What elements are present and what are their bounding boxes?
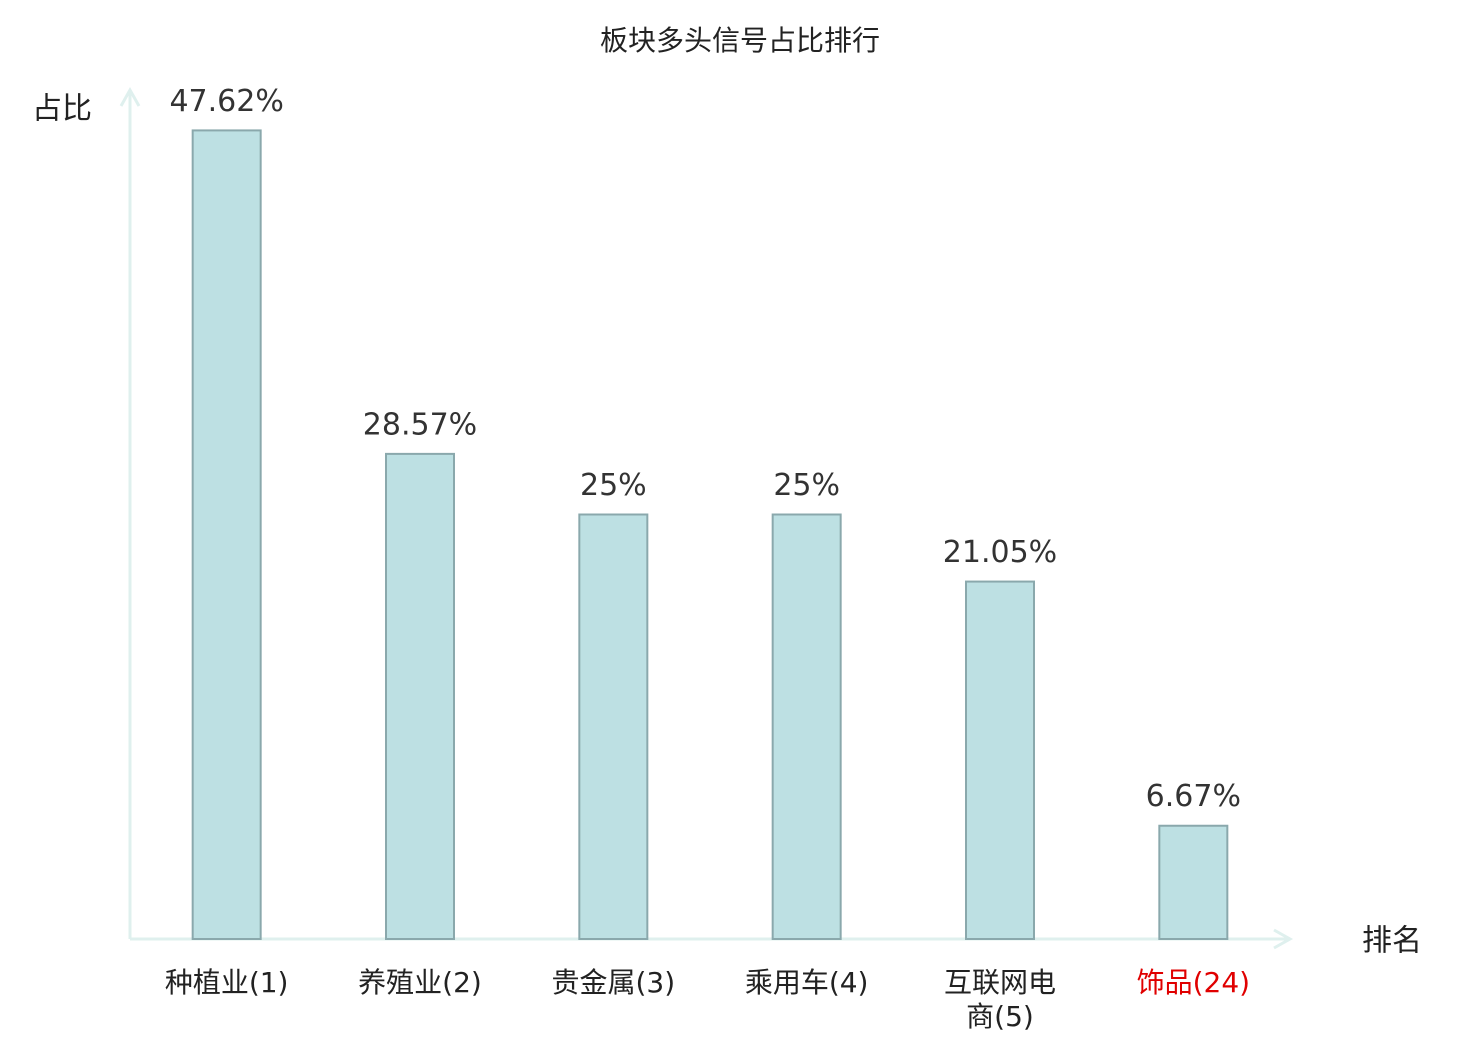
x-tick-label: 贵金属(3) [551, 966, 676, 999]
x-tick-label: 种植业(1) [164, 966, 289, 999]
bar [1158, 824, 1229, 941]
y-axis-label: 占比 [32, 92, 92, 127]
x-tick-label: 乘用车(4) [744, 966, 869, 999]
bar [578, 513, 649, 940]
chart-title: 板块多头信号占比排行 [600, 24, 880, 57]
x-tick-label: 饰品(24) [1136, 966, 1251, 999]
x-axis-arrow [1273, 928, 1294, 950]
x-tick-label: 互联网电商(5) [943, 966, 1056, 1033]
value-label: 25% [580, 468, 647, 503]
value-label: 6.67% [1146, 779, 1241, 814]
bar [385, 452, 455, 940]
value-label: 47.62% [169, 84, 283, 119]
bar [191, 129, 262, 940]
x-tick-label: 养殖业(2) [358, 966, 482, 999]
value-label: 28.57% [363, 407, 477, 442]
value-label: 21.05% [943, 535, 1057, 570]
y-axis-arrow [119, 86, 141, 107]
bar [965, 580, 1035, 940]
x-axis-label: 排名 [1362, 924, 1422, 959]
bar [771, 513, 842, 940]
value-label: 25% [773, 468, 840, 503]
